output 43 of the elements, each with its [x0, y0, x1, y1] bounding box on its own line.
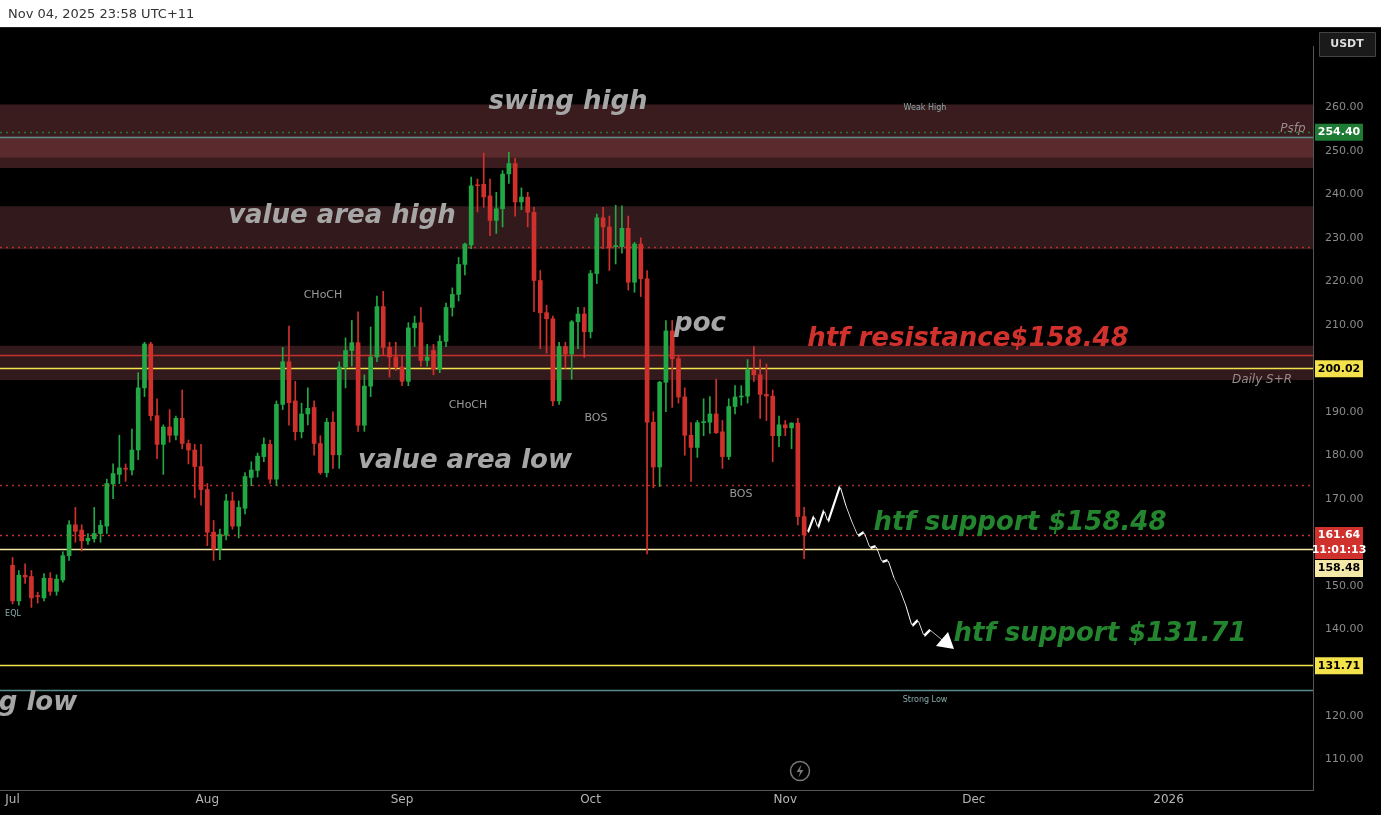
annotation: Strong Low: [902, 695, 948, 705]
annotation: g low: [0, 685, 79, 716]
annotation: value area high: [228, 198, 456, 229]
annotation: BOS: [729, 486, 753, 500]
y-tick-label: 170.00: [1325, 491, 1364, 505]
ref-line-label: 200.02: [1317, 361, 1361, 375]
ref-line-label: 254.40: [1317, 125, 1361, 139]
ref-line-label: 158.48: [1317, 561, 1361, 575]
ref-line-label: 131.71: [1317, 658, 1361, 672]
annotation: Daily S+R: [1231, 372, 1293, 387]
chart-subtitle: Nov 04, 2025 23:58 UTC+11: [0, 0, 1381, 28]
y-axis-title: USDT: [1330, 37, 1365, 51]
annotation: htf support $158.48: [873, 505, 1167, 536]
annotation: CHoCH: [303, 287, 343, 301]
annotation: CHoCH: [448, 397, 488, 411]
y-tick-label: 230.00: [1325, 230, 1364, 244]
annotation: EQL: [5, 609, 22, 619]
y-tick-label: 110.00: [1325, 752, 1364, 766]
x-tick-label: Sep: [390, 792, 414, 807]
x-tick-label: Nov: [773, 792, 797, 807]
y-tick-label: 250.00: [1325, 143, 1364, 157]
y-tick-label: 120.00: [1325, 708, 1364, 722]
y-tick-label: 180.00: [1325, 448, 1364, 462]
x-tick-label: 2026: [1153, 792, 1184, 807]
annotation: Weak High: [903, 103, 947, 113]
y-tick-label: 150.00: [1325, 578, 1364, 592]
annotation: value area low: [358, 443, 573, 474]
x-tick-label: Jul: [4, 792, 20, 807]
y-tick-label: 260.00: [1325, 100, 1364, 114]
annotation: swing high: [488, 84, 648, 115]
y-tick-label: 240.00: [1325, 187, 1364, 201]
y-tick-label: 190.00: [1325, 404, 1364, 418]
x-tick-label: Dec: [962, 792, 986, 807]
x-tick-label: Aug: [195, 792, 220, 807]
y-tick-label: 140.00: [1325, 622, 1364, 636]
annotation: Psfp: [1280, 121, 1307, 136]
y-tick-label: 220.00: [1325, 274, 1364, 288]
annotation: htf resistance$158.48: [807, 321, 1129, 352]
annotation: poc: [673, 306, 727, 337]
x-tick-label: Oct: [580, 792, 602, 807]
annotation: htf support $131.71: [953, 616, 1247, 647]
annotation: BOS: [584, 410, 608, 424]
y-tick-label: 210.00: [1325, 317, 1364, 331]
